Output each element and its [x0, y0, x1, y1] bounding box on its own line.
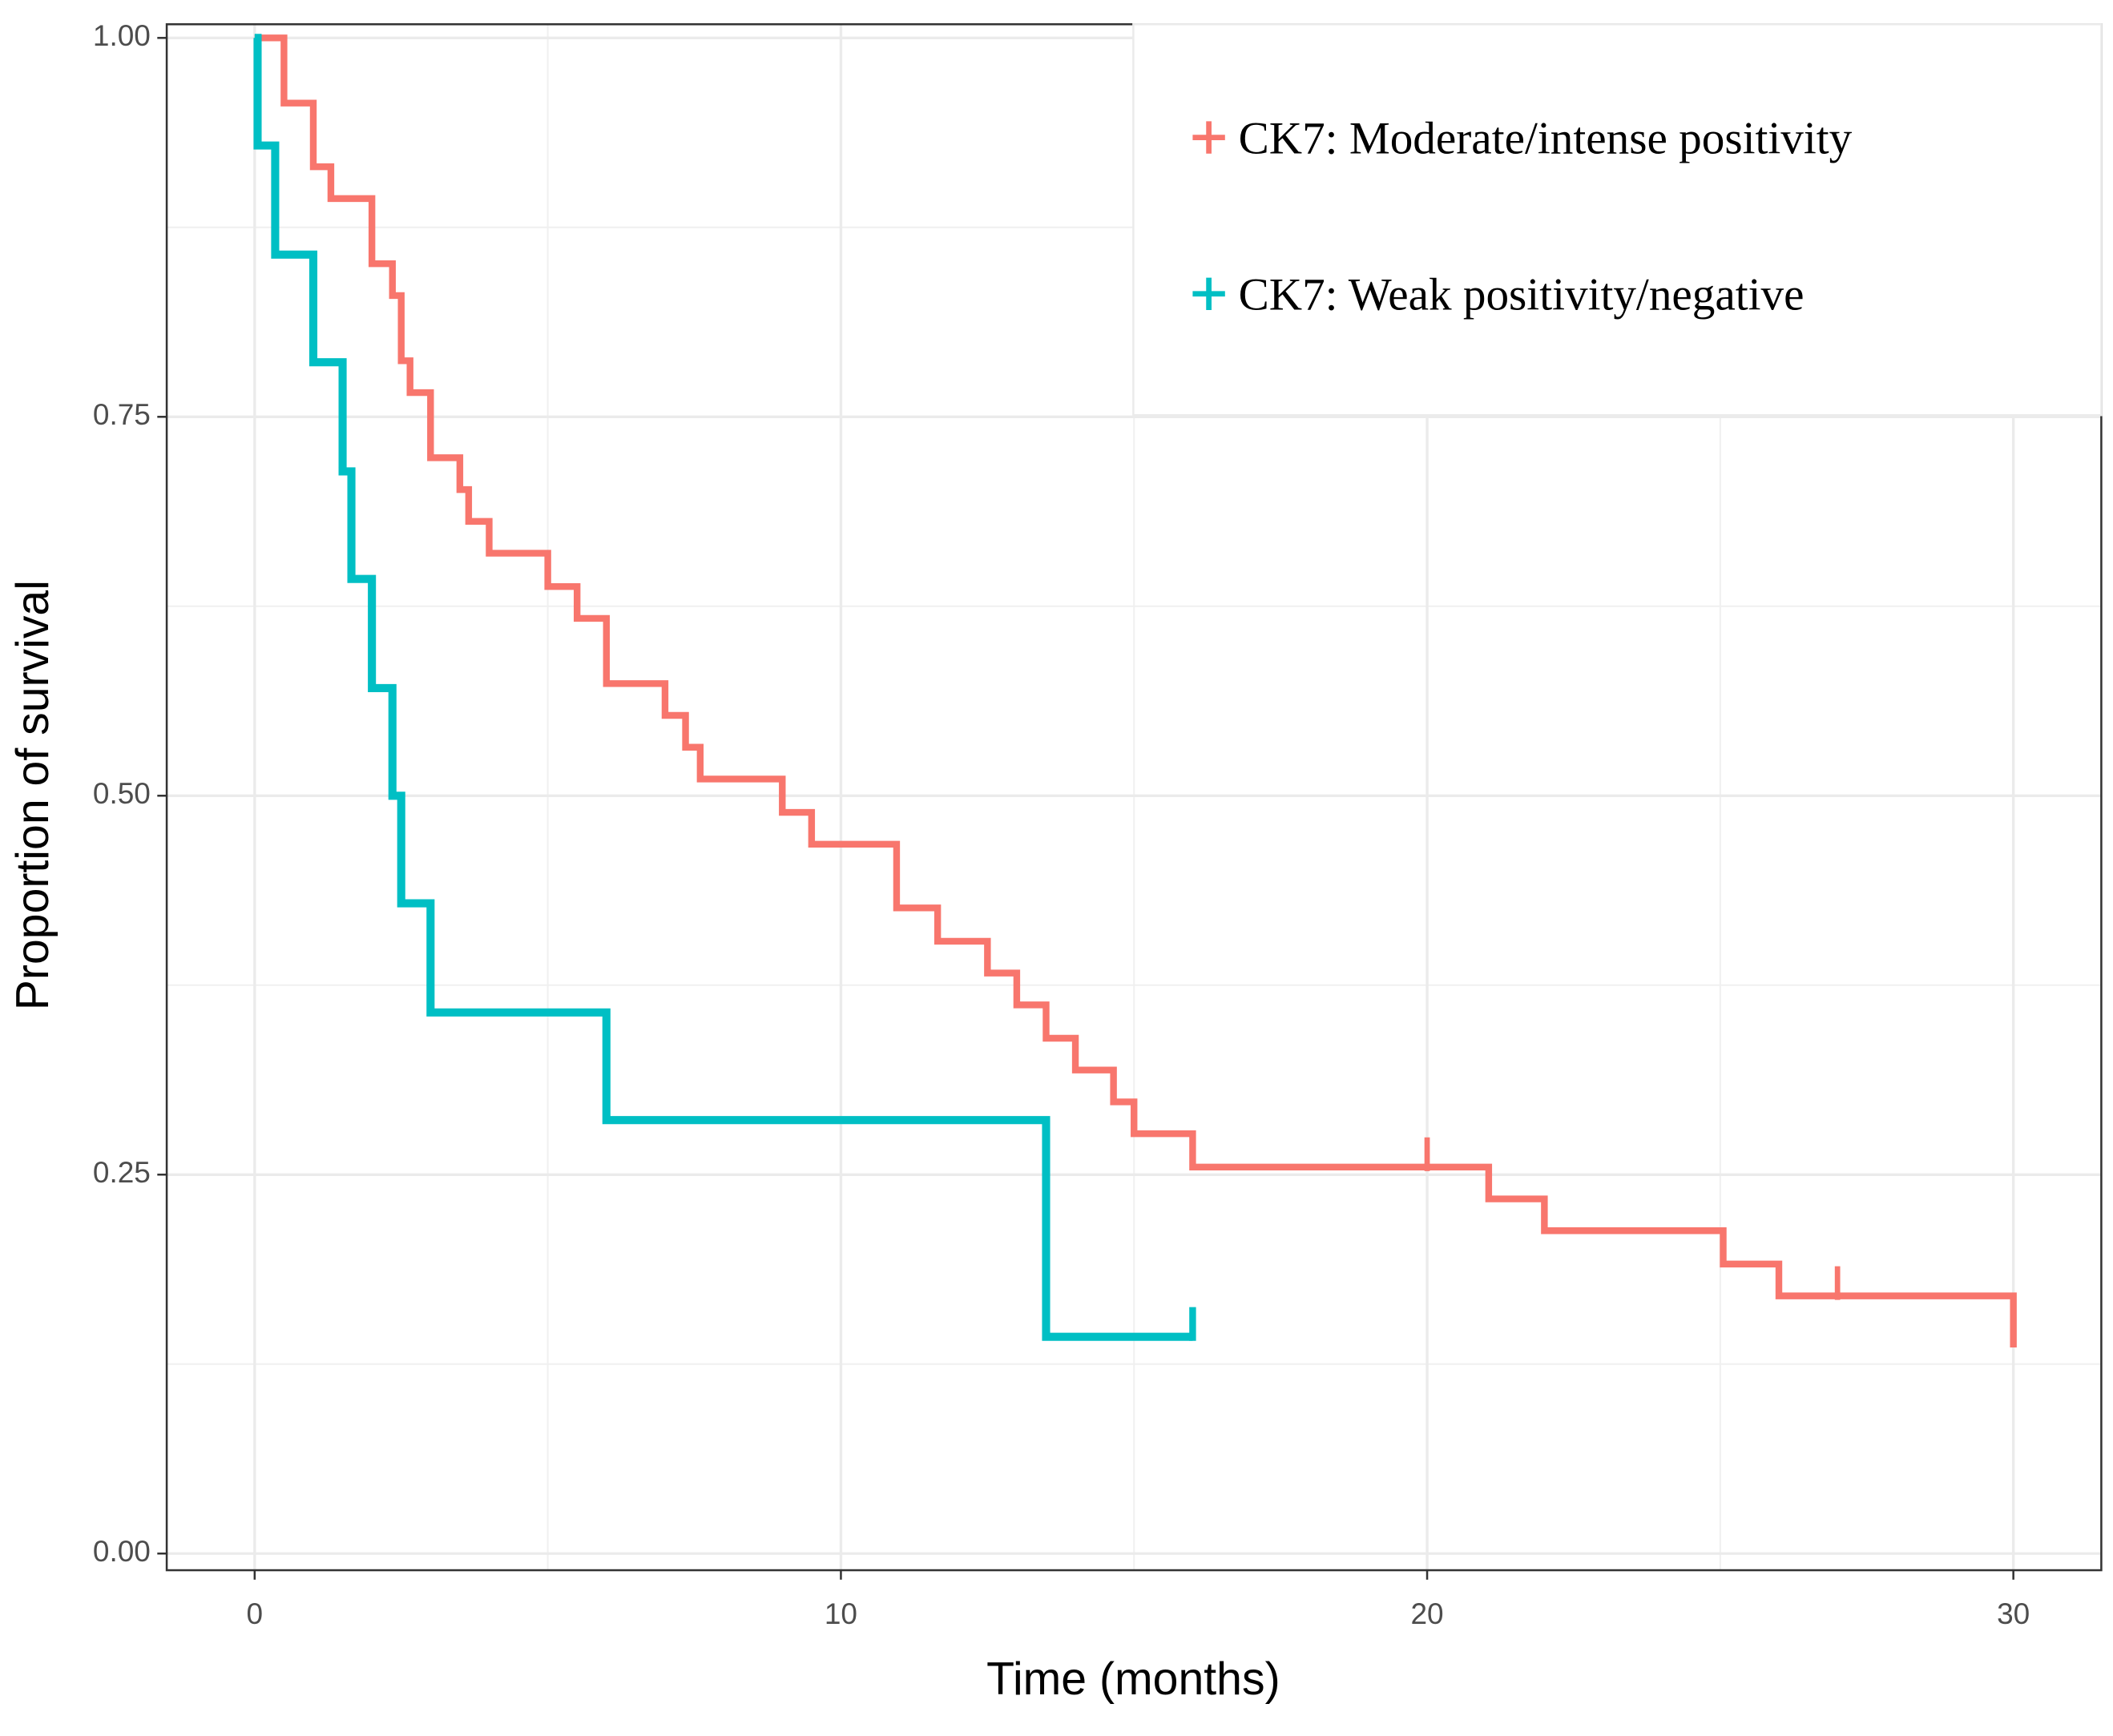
y-tick-label: 0.75 — [93, 397, 151, 431]
y-tick-label: 1.00 — [93, 18, 151, 52]
axes: 0 10 20 30 0.00 0.25 0.50 0.75 1.00 — [93, 18, 2030, 1630]
x-tick-label: 10 — [825, 1597, 857, 1630]
y-tick-label: 0.25 — [93, 1155, 151, 1189]
plot-lines — [253, 34, 2017, 1347]
x-axis-title: Time (months) — [986, 1653, 1280, 1705]
x-tick-label: 30 — [1997, 1597, 2030, 1630]
y-tick-label: 0.50 — [93, 776, 151, 810]
legend-box — [1132, 23, 2103, 417]
survival-curve — [254, 34, 2017, 1347]
y-tick-label: 0.00 — [93, 1534, 151, 1568]
legend-label: CK7: Weak positivity/negative — [1239, 270, 1805, 320]
survival-curve — [253, 34, 1193, 1341]
x-tick-label: 0 — [247, 1597, 264, 1630]
x-tick-label: 20 — [1410, 1597, 1443, 1630]
legend: CK7: Moderate/intense positivity CK7: Wea… — [1132, 23, 2103, 417]
y-axis-title: Proportion of survival — [7, 580, 58, 1010]
legend-label: CK7: Moderate/intense positivity — [1239, 113, 1853, 163]
